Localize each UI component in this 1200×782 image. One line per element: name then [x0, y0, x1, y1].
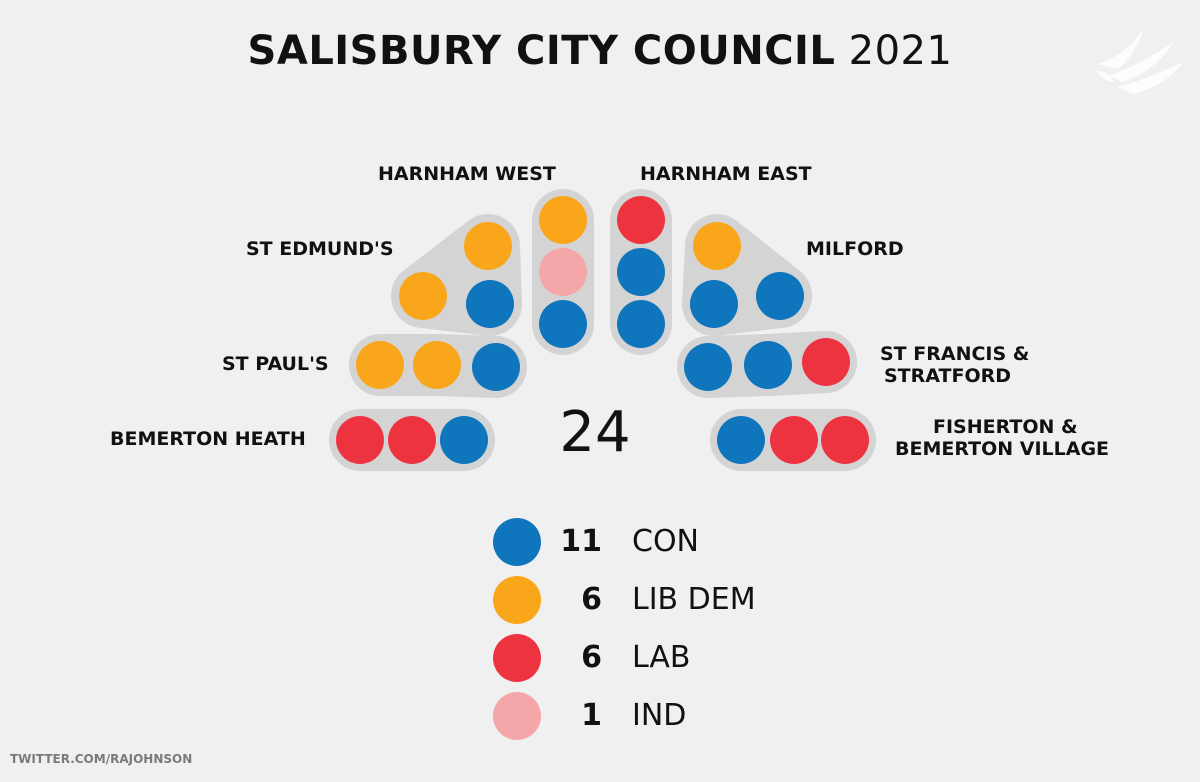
total-seats: 24: [559, 400, 631, 465]
ward-st-pauls: [349, 334, 527, 398]
seat-con: [617, 300, 665, 348]
seat-con: [440, 416, 488, 464]
ward-label-line: BEMERTON VILLAGE: [895, 438, 1110, 460]
legend-swatch: [493, 634, 541, 682]
seat-con: [717, 416, 765, 464]
seat-lab: [770, 416, 818, 464]
ward-label-bemerton-heath: BEMERTON HEATH: [110, 428, 306, 450]
legend-count: 6: [581, 582, 602, 617]
seat-con: [684, 343, 732, 391]
ward-label-fisherton-bemerton-village: FISHERTON & BEMERTON VILLAGE: [895, 416, 1109, 460]
legend-swatch: [493, 692, 541, 740]
seat-lab: [821, 416, 869, 464]
legend-count: 6: [581, 640, 602, 675]
seat-lab: [336, 416, 384, 464]
legend-swatch: [493, 576, 541, 624]
ward-label-st-pauls: ST PAUL'S: [222, 353, 329, 375]
page-title: SALISBURY CITY COUNCIL 2021: [0, 28, 1200, 74]
ward-label-harnham-east: HARNHAM EAST: [640, 163, 812, 185]
seat-con: [617, 248, 665, 296]
legend-item-ind: 1 IND: [490, 686, 790, 744]
legend-item-lib-dem: 6 LIB DEM: [490, 570, 790, 628]
seat-con: [466, 280, 514, 328]
seat-lib-dem: [693, 222, 741, 270]
seat-lib-dem: [539, 196, 587, 244]
legend-swatch: [493, 518, 541, 566]
seat-ind: [539, 248, 587, 296]
seat-lib-dem: [399, 272, 447, 320]
ward-label-line: STRATFORD: [884, 365, 1011, 387]
seat-con: [690, 280, 738, 328]
legend-party: LAB: [632, 640, 691, 675]
ward-st-edmunds: [391, 214, 522, 336]
ward-label-st-edmunds: ST EDMUND'S: [246, 238, 394, 260]
bird-logo-icon: [1096, 29, 1183, 94]
legend-count: 1: [581, 698, 602, 733]
ward-bemerton-heath: [329, 409, 495, 471]
seat-lib-dem: [413, 341, 461, 389]
ward-label-line: FISHERTON &: [933, 416, 1078, 438]
ward-fisherton-bemerton-village: [710, 409, 876, 471]
ward-milford: [682, 214, 812, 336]
seat-lab: [617, 196, 665, 244]
credit-text: TWITTER.COM/RAJOHNSON: [10, 752, 193, 766]
legend-count: 11: [560, 524, 602, 559]
seat-con: [744, 341, 792, 389]
title-main: SALISBURY CITY COUNCIL: [247, 28, 836, 74]
title-year: 2021: [848, 28, 953, 74]
legend-party: CON: [632, 524, 700, 559]
seat-con: [756, 272, 804, 320]
seat-con: [539, 300, 587, 348]
ward-label-st-francis-stratford: ST FRANCIS & STRATFORD: [880, 343, 1029, 387]
legend: 11 CON 6 LIB DEM 6 LAB 1 IND: [490, 512, 790, 744]
ward-st-francis-stratford: [677, 331, 857, 398]
ward-harnham-west: [532, 189, 594, 355]
ward-label-milford: MILFORD: [806, 238, 904, 260]
legend-item-con: 11 CON: [490, 512, 790, 570]
ward-label-line: ST FRANCIS &: [880, 343, 1030, 365]
ward-label-harnham-west: HARNHAM WEST: [378, 163, 556, 185]
seat-lib-dem: [464, 222, 512, 270]
seat-con: [472, 343, 520, 391]
seat-lab: [388, 416, 436, 464]
legend-party: IND: [632, 698, 687, 733]
legend-item-lab: 6 LAB: [490, 628, 790, 686]
ward-harnham-east: [610, 189, 672, 355]
seat-lab: [802, 338, 850, 386]
seat-lib-dem: [356, 341, 404, 389]
legend-party: LIB DEM: [632, 582, 756, 617]
